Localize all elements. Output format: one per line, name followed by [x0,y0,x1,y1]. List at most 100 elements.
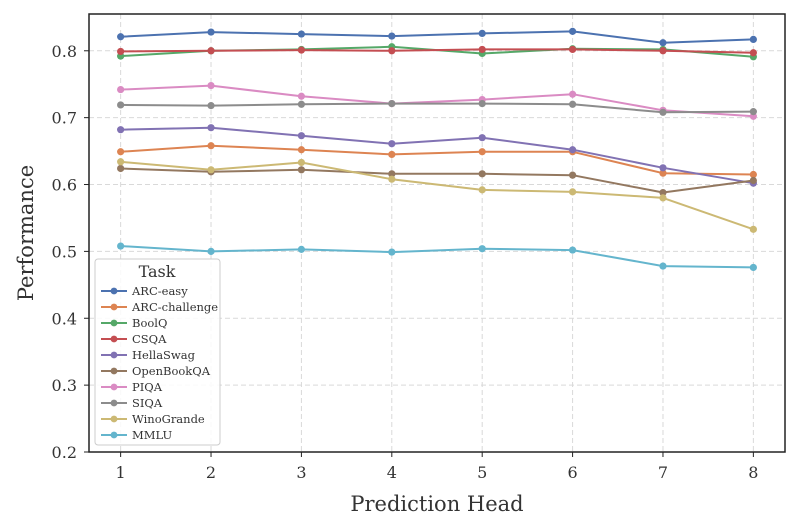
data-point-mmlu [117,242,125,250]
x-tick-label: 7 [658,463,668,482]
y-tick-label: 0.3 [52,376,77,395]
data-point-hellaswag [478,134,486,142]
data-point-siqa [297,100,306,108]
data-point-arc-challenge [659,169,667,177]
series-csqa [117,45,757,57]
legend-label: SIQA [132,396,163,410]
data-point-mmlu [659,262,667,270]
data-point-mmlu [478,245,486,253]
x-tick-label: 8 [748,463,758,482]
data-point-csqa [207,47,215,55]
data-point-winogrande [388,175,396,183]
data-point-arc-easy [297,30,306,38]
data-point-hellaswag [297,132,306,140]
legend-marker-swatch [110,383,118,391]
series-line-openbookqa [120,167,754,194]
legend-label: HellaSwag [132,348,196,362]
data-point-arc-easy [749,35,757,44]
data-point-hellaswag [207,124,215,132]
data-point-mmlu [297,245,306,253]
data-point-hellaswag [117,126,125,134]
y-tick-label: 0.7 [52,109,77,128]
legend-marker-swatch [110,287,118,295]
data-point-piqa [207,81,215,90]
series-line-winogrande [120,160,754,231]
data-point-siqa [568,100,577,108]
legend-marker-swatch [110,367,118,375]
series-line-hellaswag [120,126,754,185]
x-tick-label: 1 [116,463,126,482]
data-point-mmlu [388,248,396,256]
legend-item-csqa: CSQA [101,332,167,346]
data-point-arc-easy [568,27,577,35]
x-tick-label: 3 [296,463,306,482]
legend-marker-swatch [110,415,118,423]
data-point-openbookqa [117,164,125,173]
data-point-openbookqa [478,170,486,178]
legend-item-hellaswag: HellaSwag [101,348,196,362]
data-point-csqa [749,49,757,57]
x-tick-label: 6 [567,463,577,482]
data-point-mmlu [568,246,577,254]
y-tick-label: 0.2 [52,443,77,462]
data-point-arc-challenge [297,146,306,154]
data-point-hellaswag [659,164,667,172]
y-axis-ticks: 0.2 0.3 0.4 0.5 0.6 0.7 0.8 [52,42,89,462]
data-point-winogrande [478,186,486,194]
data-point-openbookqa [749,176,757,185]
data-point-winogrande [207,166,215,174]
legend-items: ARC-easy ARC-challenge BoolQ CSQA HellaSwag O… [101,284,218,442]
plot-area-frame [88,13,786,453]
data-point-piqa [117,85,125,94]
series-line-arc-easy [120,30,754,44]
legend-marker-swatch [110,303,118,311]
series-arc-challenge [117,142,757,179]
y-tick-label: 0.4 [52,309,77,328]
data-point-arc-challenge [749,170,757,179]
data-point-openbookqa [659,188,667,197]
series-openbookqa [117,164,757,197]
series-line-mmlu [120,245,754,269]
data-point-openbookqa [568,171,577,179]
series-hellaswag [117,124,757,187]
x-axis-title: Prediction Head [350,492,523,516]
data-point-openbookqa [388,170,396,178]
series-arc-easy [117,27,757,47]
x-tick-label: 5 [477,463,487,482]
data-point-mmlu [207,247,215,255]
data-point-siqa [388,100,396,108]
series-line-arc-challenge [120,144,754,176]
data-point-arc-challenge [207,142,215,150]
y-axis-title: Performance [14,165,38,301]
x-tick-label: 4 [387,463,397,482]
legend-marker-swatch [110,431,118,439]
legend-item-openbookqa: OpenBookQA [101,364,211,378]
data-point-arc-easy [117,33,125,41]
legend-label: ARC-challenge [131,300,218,314]
series-layer [117,27,757,272]
legend-item-arc-easy: ARC-easy [101,284,188,298]
data-point-siqa [478,100,486,108]
legend: Task ARC-easy ARC-challenge BoolQ CSQA Hella… [94,258,221,446]
data-point-hellaswag [568,146,577,154]
series-winogrande [117,158,757,233]
data-point-winogrande [659,194,667,202]
data-point-arc-easy [478,29,486,37]
data-point-arc-easy [659,39,667,47]
data-point-siqa [659,108,667,116]
y-tick-label: 0.6 [52,176,77,195]
data-point-csqa [117,47,125,56]
data-point-csqa [297,46,306,54]
data-point-csqa [478,45,486,54]
legend-box [94,258,221,446]
legend-marker-swatch [110,319,118,327]
data-point-csqa [659,47,667,55]
series-line-piqa [120,84,754,118]
data-point-arc-easy [207,28,215,36]
data-point-winogrande [297,158,306,167]
series-line-csqa [120,48,754,54]
data-point-siqa [117,101,125,109]
legend-item-winogrande: WinoGrande [101,412,205,426]
data-point-openbookqa [297,166,306,174]
data-point-winogrande [117,158,125,166]
